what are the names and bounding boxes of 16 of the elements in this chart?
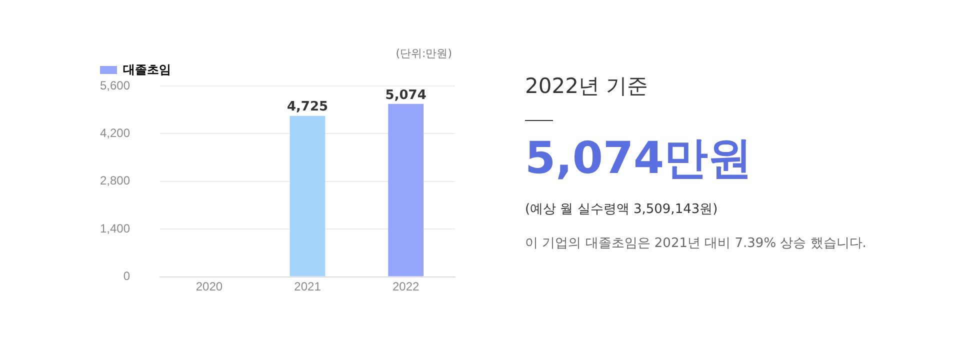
- text: (예상 월 실수령액 3,509,143원): [525, 201, 719, 218]
- y-tick-label: 5,600: [100, 78, 130, 92]
- data-label: 5,074: [385, 88, 426, 103]
- y-tick-label: 2,800: [100, 174, 130, 188]
- text: 2022년 기준: [525, 73, 650, 100]
- text: 5,074만원: [525, 132, 754, 186]
- x-tick-label: 2022: [392, 279, 420, 294]
- text: 이 기업의 대졸초임은 2021년 대비 7.39% 상승 했습니다.: [525, 235, 868, 252]
- text: (단위:만원): [396, 46, 452, 61]
- y-tick-label: 1,400: [100, 221, 130, 236]
- legend-label: 대졸초임: [123, 62, 171, 76]
- data-label: 4,725: [286, 100, 328, 115]
- x-tick-label: 2020: [196, 279, 223, 294]
- x-tick-label: 2021: [294, 279, 322, 294]
- y-tick-label: 4,200: [100, 126, 130, 140]
- y-tick-label: 0: [123, 269, 130, 284]
